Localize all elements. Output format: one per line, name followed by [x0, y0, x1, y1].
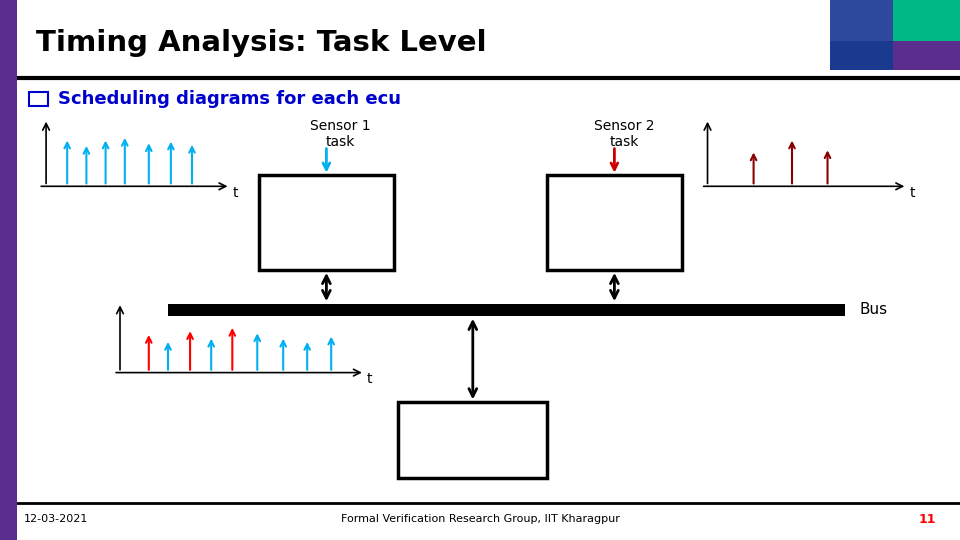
Text: t: t: [232, 186, 238, 200]
Text: ECU 1: ECU 1: [300, 214, 353, 232]
Text: 11: 11: [919, 513, 936, 526]
Text: Controller
ECU: Controller ECU: [432, 418, 514, 462]
Bar: [547, 176, 682, 270]
Bar: [893, 40, 960, 70]
Text: Timing Analysis: Task Level: Timing Analysis: Task Level: [36, 29, 487, 57]
Bar: [0, 0, 17, 540]
Bar: [29, 92, 48, 106]
Text: 12-03-2021: 12-03-2021: [24, 515, 88, 524]
Bar: [259, 176, 394, 270]
Text: Sensor 2
task: Sensor 2 task: [593, 119, 655, 149]
Bar: [830, 40, 893, 70]
Text: t: t: [367, 372, 372, 386]
Bar: [893, 0, 960, 40]
Bar: [168, 304, 845, 316]
Bar: [17, 0, 960, 78]
Text: Scheduling diagrams for each ecu: Scheduling diagrams for each ecu: [58, 90, 400, 109]
Bar: [830, 0, 893, 40]
Text: Formal Verification Research Group, IIT Kharagpur: Formal Verification Research Group, IIT …: [341, 515, 619, 524]
Text: t: t: [909, 186, 915, 200]
Text: Sensor 1
task: Sensor 1 task: [310, 119, 372, 149]
Text: Bus: Bus: [859, 302, 887, 318]
Text: ECU 2: ECU 2: [588, 214, 641, 232]
Bar: [398, 402, 547, 478]
